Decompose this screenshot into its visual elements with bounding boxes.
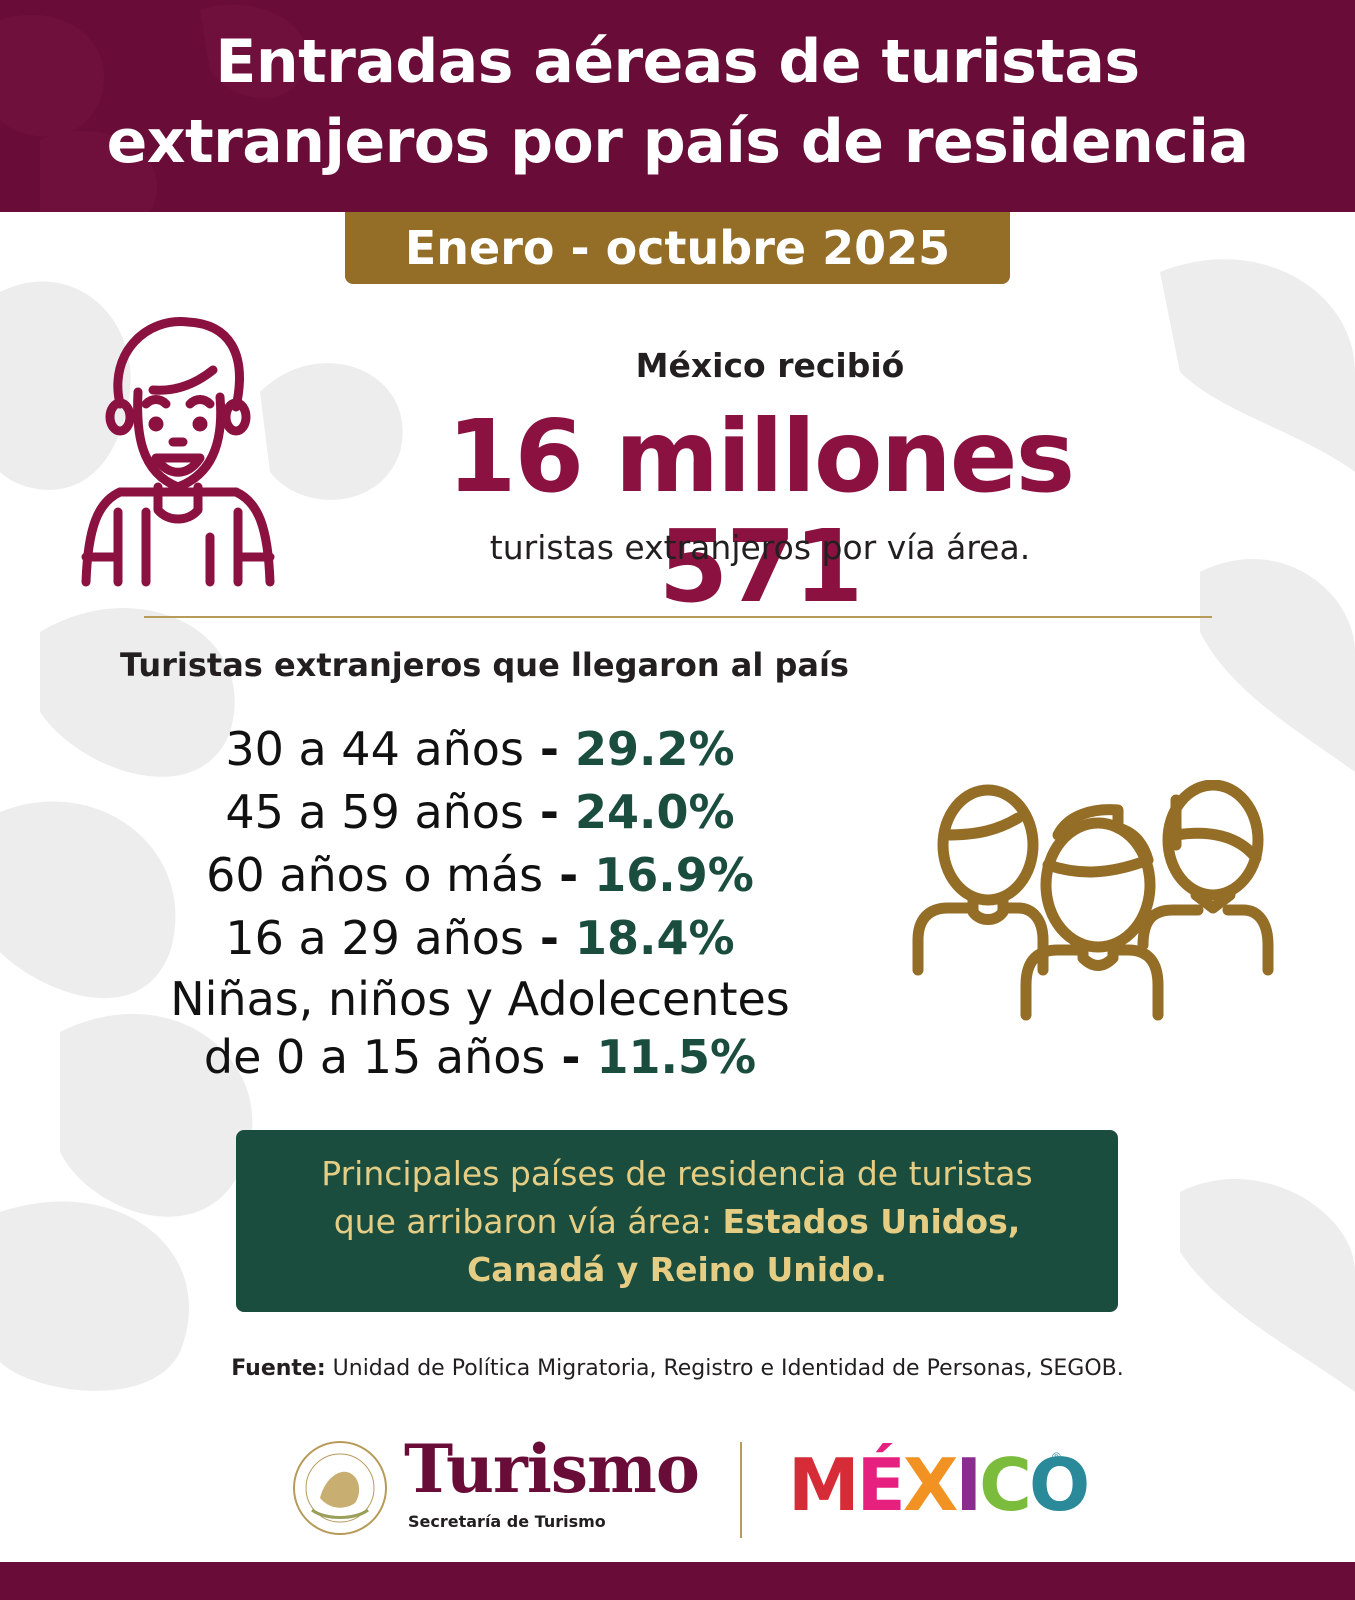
footer-bar — [0, 1562, 1355, 1600]
source-text: Unidad de Política Migratoria, Registro … — [325, 1356, 1124, 1381]
separator: - — [545, 1030, 597, 1084]
age-section-title: Turistas extranjeros que llegaron al paí… — [120, 646, 849, 684]
section-divider — [144, 616, 1212, 618]
mexico-letter: I — [955, 1443, 982, 1527]
headline-kicker: México recibió — [635, 346, 905, 385]
page-title: Entradas aéreas de turistas extranjeros … — [0, 22, 1355, 182]
countries-line-3: Canadá y Reino Unido. — [236, 1246, 1118, 1294]
mexico-letter: C — [979, 1443, 1032, 1527]
countries-highlight-1: Estados Unidos, — [722, 1202, 1021, 1241]
age-percent: 18.4% — [575, 911, 735, 965]
national-seal-icon — [293, 1441, 387, 1535]
separator: - — [523, 911, 576, 965]
age-percent: 29.2% — [575, 722, 735, 776]
age-row: 45 a 59 años - 24.0% — [130, 781, 830, 844]
age-label: 45 a 59 años — [225, 785, 524, 839]
tourist-total: 16 millones 571 — [446, 398, 1075, 625]
turismo-subtitle: Secretaría de Turismo — [408, 1512, 606, 1531]
age-percent: 24.0% — [575, 785, 735, 839]
mexico-brand-logo: MÉXICO — [788, 1440, 1090, 1530]
main-countries-box: Principales países de residencia de turi… — [236, 1130, 1118, 1312]
age-breakdown-list: 30 a 44 años - 29.2% 45 a 59 años - 24.0… — [130, 718, 830, 1086]
source-note: Fuente: Unidad de Política Migratoria, R… — [0, 1356, 1355, 1381]
mexico-letter: X — [902, 1443, 958, 1527]
countries-line-1: Principales países de residencia de turi… — [321, 1154, 1033, 1193]
age-label: 16 a 29 años — [225, 911, 524, 965]
separator: - — [543, 848, 595, 902]
age-row: 16 a 29 años - 18.4% — [130, 907, 830, 970]
countries-line-2: que arribaron vía área: Estados Unidos, — [236, 1198, 1118, 1246]
age-percent: 16.9% — [594, 848, 754, 902]
age-label: de 0 a 15 años — [203, 1030, 546, 1084]
mexico-letter: M — [788, 1443, 860, 1527]
age-label: 30 a 44 años — [225, 722, 524, 776]
period-badge: Enero - octubre 2025 — [345, 212, 1010, 284]
age-percent: 11.5% — [596, 1030, 757, 1084]
mexico-letter: O — [1029, 1443, 1090, 1527]
headline-subline: turistas extranjeros por vía área. — [489, 528, 1031, 567]
countries-highlight-2: Canadá y Reino Unido. — [467, 1250, 887, 1289]
registered-mark: ® — [1052, 1450, 1061, 1464]
countries-prefix: que arribaron vía área: — [333, 1202, 723, 1241]
turismo-logo: Turismo — [404, 1430, 700, 1508]
separator: - — [523, 785, 576, 839]
age-label-line1: Niñas, niños y Adolecentes — [170, 972, 790, 1026]
source-label: Fuente: — [231, 1356, 326, 1381]
logo-divider — [740, 1442, 742, 1538]
footer-logos: Turismo Secretaría de Turismo MÉXICO ® — [0, 1412, 1355, 1562]
title-line-2: extranjeros por país de residencia — [106, 107, 1249, 177]
age-label: 60 años o más — [206, 848, 544, 902]
people-group-icon — [912, 780, 1274, 1021]
header-pattern — [0, 4, 308, 212]
age-row: 30 a 44 años - 29.2% — [130, 718, 830, 781]
age-row: 60 años o más - 16.9% — [130, 844, 830, 907]
header-banner: Entradas aéreas de turistas extranjeros … — [0, 0, 1355, 212]
traveler-icon — [81, 317, 275, 587]
mexico-letter: É — [856, 1443, 906, 1527]
age-row: Niñas, niños y Adolecentes de 0 a 15 año… — [130, 970, 830, 1086]
separator: - — [523, 722, 576, 776]
title-line-1: Entradas aéreas de turistas — [215, 27, 1140, 97]
